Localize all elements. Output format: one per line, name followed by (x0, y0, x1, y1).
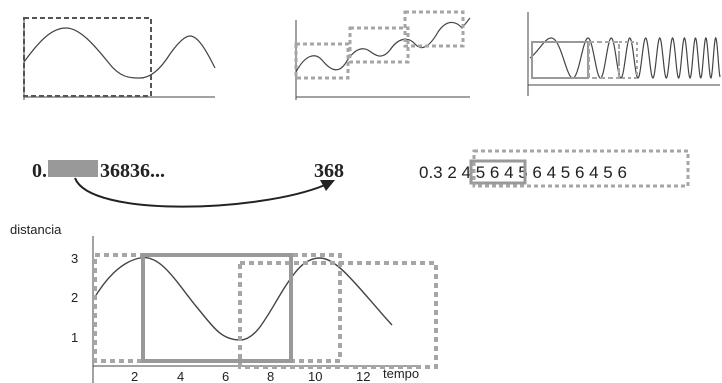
panel2-box-1 (294, 42, 350, 80)
period-box-b (141, 253, 293, 363)
decimal-digits: 0.3 2 4 5 6 4 5 6 4 5 6 4 5 6 (419, 163, 627, 182)
distance-ylabel: distancia (10, 222, 62, 237)
x-tick-2: 2 (131, 369, 138, 383)
panel3-chirp-curve (529, 36, 721, 80)
distance-xlabel: tempo (383, 366, 419, 381)
hidden-digits-block (48, 160, 98, 177)
panel2-box-2 (348, 26, 410, 64)
panel1-period-box (23, 17, 152, 97)
x-tick-10: 10 (308, 369, 322, 383)
y-tick-3: 3 (71, 251, 78, 266)
x-tick-12: 12 (356, 369, 370, 383)
x-tick-8: 8 (267, 369, 274, 383)
period-box-a (93, 253, 342, 363)
x-tick-4: 4 (177, 369, 184, 383)
panel-sine-period (23, 17, 216, 100)
distance-chart: distancia 3 2 1 2 4 6 8 10 12 tempo (10, 222, 438, 383)
arrow-head (320, 180, 335, 191)
panel3-box-3 (618, 41, 638, 79)
panel2-box-3 (403, 10, 465, 48)
panel2-trend-curve (295, 17, 471, 73)
decimal-example-2: 0.3 2 4 5 6 4 5 6 4 5 6 4 5 6 (419, 149, 690, 188)
panel-sine-trend (294, 10, 471, 100)
panel-chirp (527, 12, 721, 96)
decimal-prefix: 0. (32, 160, 47, 182)
decimal-example-1: 0. 36836... 368 (32, 160, 344, 208)
x-tick-6: 6 (222, 369, 229, 383)
panel1-sine-curve (23, 27, 216, 79)
period-box-dashed (472, 149, 690, 188)
curved-arrow (74, 177, 326, 208)
repeat-block: 368 (314, 160, 344, 182)
period-box-c (238, 261, 438, 369)
y-tick-1: 1 (71, 330, 78, 345)
distance-curve (92, 256, 393, 341)
decimal-suffix: 36836... (100, 160, 165, 182)
period-box-solid (469, 159, 527, 185)
y-tick-2: 2 (71, 290, 78, 305)
